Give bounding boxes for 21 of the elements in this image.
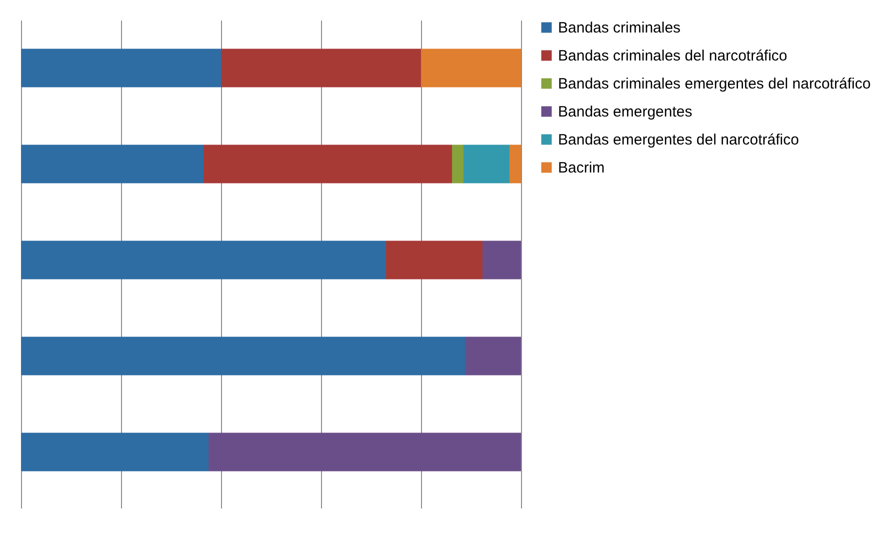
bar xyxy=(208,432,521,472)
bar xyxy=(482,240,521,280)
bar xyxy=(21,144,204,184)
bar xyxy=(221,48,421,88)
bar xyxy=(386,240,482,280)
bar xyxy=(21,432,208,472)
legend-label: Bandas criminales xyxy=(558,20,681,36)
legend-label: Bacrim xyxy=(558,160,605,176)
legend-label: Bandas emergentes xyxy=(558,104,692,120)
legend-label: Bandas criminales emergentes del narcotráfico xyxy=(558,76,871,92)
bar xyxy=(464,144,510,184)
bar xyxy=(452,144,464,184)
bar xyxy=(21,48,221,88)
bar xyxy=(21,336,465,376)
legend-label: Bandas criminales del narcotráfico xyxy=(558,48,788,64)
bar xyxy=(465,336,521,376)
bar xyxy=(21,240,386,280)
legend-label: Bandas emergentes del narcotráfico xyxy=(558,132,799,148)
bar xyxy=(510,144,521,184)
bar xyxy=(421,48,521,88)
bar xyxy=(204,144,452,184)
